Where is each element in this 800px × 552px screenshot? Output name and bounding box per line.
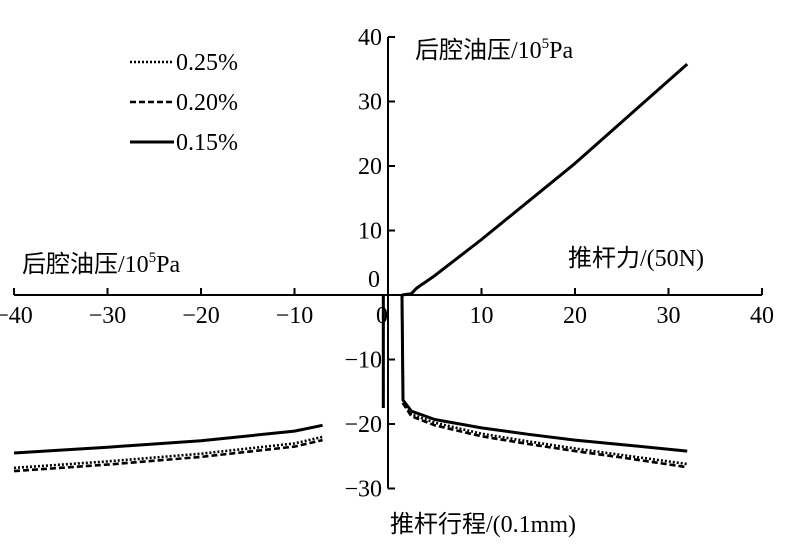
y-tick-label: −30 — [344, 477, 382, 503]
series-layer — [13, 62, 689, 473]
x-tick-label: 10 — [470, 303, 494, 329]
series-line-upper — [401, 62, 689, 297]
x-tick-label: 40 — [750, 303, 774, 329]
right-axis-label: 推杆力/(50N) — [568, 245, 704, 272]
series-solid — [13, 62, 689, 455]
y-tick-label: 10 — [358, 219, 382, 245]
series-line-left — [13, 423, 323, 455]
legend-label: 0.15% — [176, 130, 238, 156]
series-line-right — [400, 294, 688, 453]
x-tick-label: −30 — [89, 303, 127, 329]
series-line-right — [400, 294, 688, 466]
x-tick-label: 30 — [657, 303, 681, 329]
y-tick-label: 30 — [358, 90, 382, 116]
top-axis-label: 后腔油压/105Pa — [415, 36, 574, 64]
x-tick-label: −40 — [0, 303, 33, 329]
y-tick-label: 0 — [368, 267, 380, 293]
y-tick-label: −10 — [344, 348, 382, 374]
legend: 0.25% 0.20% 0.15% — [130, 50, 238, 156]
y-tick-label: 40 — [358, 25, 382, 51]
series-line-left — [13, 438, 323, 473]
bottom-axis-label: 推杆行程/(0.1mm) — [390, 511, 576, 538]
legend-label: 0.25% — [176, 50, 238, 76]
y-tick-label: −20 — [344, 412, 382, 438]
x-tick-label: −10 — [276, 303, 314, 329]
x-tick-label: −20 — [182, 303, 220, 329]
y-tick-label: 20 — [358, 154, 382, 180]
legend-label: 0.20% — [176, 90, 238, 116]
x-tick-label: 20 — [563, 303, 587, 329]
left-axis-label: 后腔油压/105Pa — [22, 250, 181, 278]
series-line-right — [400, 294, 688, 469]
